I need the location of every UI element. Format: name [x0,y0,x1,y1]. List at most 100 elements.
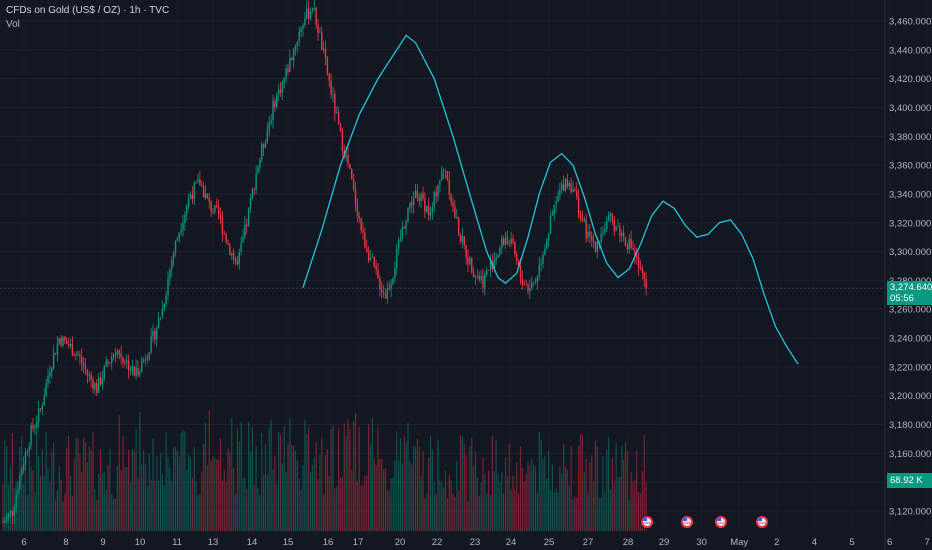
volume-bar [244,477,246,531]
volume-bar [41,449,43,531]
candle-body [382,291,385,294]
volume-bar [11,433,13,531]
volume-bar [109,449,111,531]
candle-body [154,330,156,340]
candle-body [534,282,537,284]
candle-body [283,78,285,83]
candle-body [570,183,572,193]
volume-bar [566,469,568,531]
volume-bar [201,471,203,531]
candle-body [611,213,614,221]
candle-body [529,288,531,292]
us-event-flag-icon[interactable] [714,515,728,529]
candle-body [217,206,220,215]
volume-bar [611,458,613,531]
volume-bar [92,431,94,531]
volume-bar [626,450,628,531]
volume-bar [441,482,443,531]
volume-bar [124,466,126,531]
volume-bar [17,484,19,531]
us-event-flag-icon[interactable] [680,515,694,529]
candle-body [270,120,272,124]
candle-body [414,190,417,199]
price-tick-label: 3,240.000 [889,334,931,345]
candle-body [339,123,342,131]
volume-bar [49,482,51,531]
volume-bar [542,459,544,531]
candle-body [411,202,413,206]
volume-bar [148,453,150,531]
volume-bar [99,449,102,531]
volume-bar [551,464,553,531]
volume-bar [216,459,218,531]
candle-body [369,257,372,261]
candle-body [251,189,254,199]
last-price-value: 3,274.640 [890,282,932,294]
volume-bar [26,494,28,531]
volume-bar [161,474,163,531]
candle-body [645,279,647,289]
candle-body [591,235,593,241]
volume-label: Vol [6,19,20,30]
volume-bar [289,418,291,531]
price-tick-label: 3,460.000 [889,17,931,28]
candle-body [169,269,171,279]
volume-bar [47,468,49,531]
candle-body [103,366,105,379]
volume-bar [225,482,227,531]
candle-body [86,369,89,375]
volume-bar [101,473,103,531]
time-axis[interactable]: 6 8 9 10 11 13 14 15 16 17 20 22 23 24 25 27 28 29 30 May 2 4… [21,537,932,548]
candle-body [486,270,488,275]
volume-bar [176,451,178,531]
candle-body [172,252,175,260]
candle-body [45,382,47,397]
volume-bar [574,496,576,531]
volume-bar [536,492,538,531]
candle-body [246,224,248,226]
candle-body [390,283,392,289]
candle-body [129,370,132,372]
candle-body [508,243,510,245]
candle-body [334,93,336,114]
candle-body [26,451,29,453]
candle-body [504,237,507,245]
volume-bar [624,442,627,531]
volume-bar [388,491,390,531]
candle-body [487,270,490,272]
volume-bar [422,450,424,531]
time-tick-label: 20 [395,537,406,548]
time-tick-label: 25 [544,537,555,548]
volume-bar [343,423,345,531]
candle-body [495,257,497,261]
candle-body [549,215,552,234]
candlestick-series [2,0,647,524]
volume-bar [324,454,327,531]
volume-bar [579,433,582,531]
volume-bar [341,477,343,531]
candle-body [210,201,212,212]
volume-bar [2,483,4,531]
volume-bar [274,455,276,531]
candle-body [107,361,109,364]
candle-body [77,354,79,356]
candle-body [266,130,269,143]
candle-body [28,445,30,452]
volume-bar [105,489,107,531]
candle-body [17,489,19,495]
candle-body [427,206,430,216]
volume-bar [75,437,77,531]
volume-bar [173,447,175,531]
us-event-flag-icon[interactable] [755,515,769,529]
candle-body [6,516,8,522]
candle-body [142,359,145,361]
volume-bar [617,477,619,531]
candle-body [517,260,520,266]
volume-bar [219,438,222,531]
us-event-flag-icon[interactable] [640,515,654,529]
volume-bar [564,466,567,531]
candle-body [148,352,150,359]
price-tick-label: 3,220.000 [889,362,931,373]
candle-body [101,378,104,385]
